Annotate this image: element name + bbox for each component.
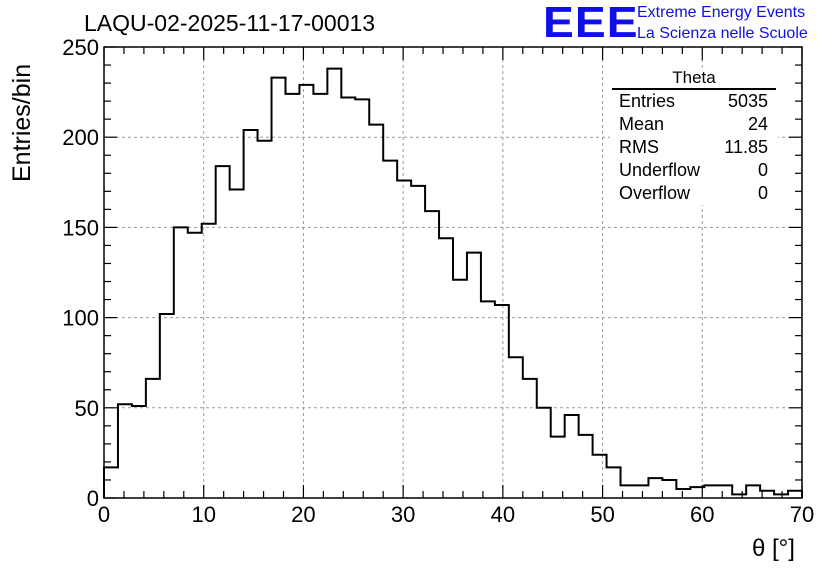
stats-row-rms: RMS 11.85: [610, 136, 778, 159]
histogram-bin: [453, 280, 467, 498]
histogram-bin: [258, 141, 272, 498]
histogram-bin: [118, 404, 132, 498]
stats-value: 24: [747, 114, 768, 134]
histogram-bin: [676, 489, 690, 498]
histogram-bin: [160, 314, 174, 498]
histogram-bin: [523, 379, 537, 498]
stats-value: 5035: [727, 91, 768, 111]
histogram-bin: [607, 467, 621, 498]
histogram-outline: [103, 67, 803, 498]
stats-value: 0: [757, 160, 768, 180]
plot-frame: [103, 46, 803, 499]
stats-value: 0: [757, 183, 768, 203]
histogram-bin: [369, 125, 383, 498]
x-tick-label: 70: [790, 502, 814, 527]
x-axis-label: θ [°]: [752, 535, 795, 562]
stats-row-mean: Mean 24: [610, 113, 778, 136]
histogram-bin: [648, 478, 662, 498]
histogram-bin: [467, 253, 481, 498]
y-tick-label: 0: [87, 486, 99, 511]
histogram-bin: [411, 186, 425, 498]
histogram-bin: [313, 94, 327, 498]
grid-lines: [104, 47, 802, 498]
histogram-bin: [383, 161, 397, 498]
histogram-bin: [104, 467, 118, 498]
histogram-bin: [579, 435, 593, 498]
histogram-bin: [662, 480, 676, 498]
logo-line-2: La Scienza nelle Scuole: [637, 25, 808, 42]
y-tick-label: 150: [62, 215, 99, 240]
histogram-bin: [230, 190, 244, 498]
stats-box: Theta Entries 5035 Mean 24 RMS 11.85 Und…: [610, 68, 778, 205]
stats-row-underflow: Underflow 0: [610, 159, 778, 182]
histogram-bin: [509, 357, 523, 498]
stats-value: 11.85: [724, 137, 768, 157]
histogram-bin: [397, 180, 411, 498]
stats-row-overflow: Overflow 0: [610, 182, 778, 205]
stats-row-entries: Entries 5035: [610, 90, 778, 113]
histogram-bin: [216, 166, 230, 498]
histogram-bin: [188, 233, 202, 498]
y-tick-label: 100: [62, 306, 99, 331]
eee-logo-mark: EEE: [543, 0, 639, 47]
histogram-bin: [495, 305, 509, 498]
histogram-bin: [634, 485, 648, 498]
histogram-bin: [341, 98, 355, 498]
histogram-bin: [327, 69, 341, 498]
x-tick-label: 10: [191, 502, 215, 527]
histogram-bin: [132, 406, 146, 498]
histogram-bin: [244, 130, 258, 498]
stats-label: Underflow: [619, 160, 701, 180]
histogram-bin: [788, 491, 802, 498]
y-axis-label: Entries/bin: [8, 63, 36, 182]
stats-label: Mean: [619, 114, 665, 134]
histogram-bin: [704, 485, 718, 498]
logo-line-1: Extreme Energy Events: [637, 4, 806, 21]
histogram-bin: [425, 211, 439, 498]
x-tick-label: 30: [391, 502, 415, 527]
histogram-bin: [272, 78, 286, 498]
histogram-bin: [439, 238, 453, 498]
stats-label: Entries: [619, 91, 676, 111]
y-axis-label-wrap: Entries/bin: [4, 64, 44, 182]
histogram-bin: [355, 99, 369, 498]
y-tick-label: 50: [75, 396, 99, 421]
histogram-bin: [551, 437, 565, 498]
histogram-bin: [537, 408, 551, 498]
histogram-bin: [481, 301, 495, 498]
x-tick-label: 40: [491, 502, 515, 527]
histogram-bin: [299, 85, 313, 498]
histogram-bin: [593, 455, 607, 498]
histogram-bin: [746, 485, 760, 498]
x-tick-label: 60: [690, 502, 714, 527]
stats-label: RMS: [619, 137, 659, 157]
y-tick-label: 200: [62, 125, 99, 150]
x-tick-label: 0: [98, 502, 110, 527]
histogram-bin: [146, 379, 160, 498]
histogram-bin: [285, 94, 299, 498]
histogram-bin: [174, 227, 188, 498]
histogram-bin: [718, 485, 732, 498]
x-tick-label: 50: [590, 502, 614, 527]
axis-ticks: [103, 46, 803, 499]
histogram-bin: [565, 415, 579, 498]
stats-title: Theta: [612, 68, 776, 90]
x-tick-label: 20: [291, 502, 315, 527]
stats-label: Overflow: [619, 183, 691, 203]
axis-tick-labels: 0 10 20 30 40 50 60 70 0 50 100 150 200 250: [62, 35, 814, 527]
y-tick-label: 250: [62, 35, 99, 60]
chart-title: LAQU-02-2025-11-17-00013: [84, 10, 376, 36]
